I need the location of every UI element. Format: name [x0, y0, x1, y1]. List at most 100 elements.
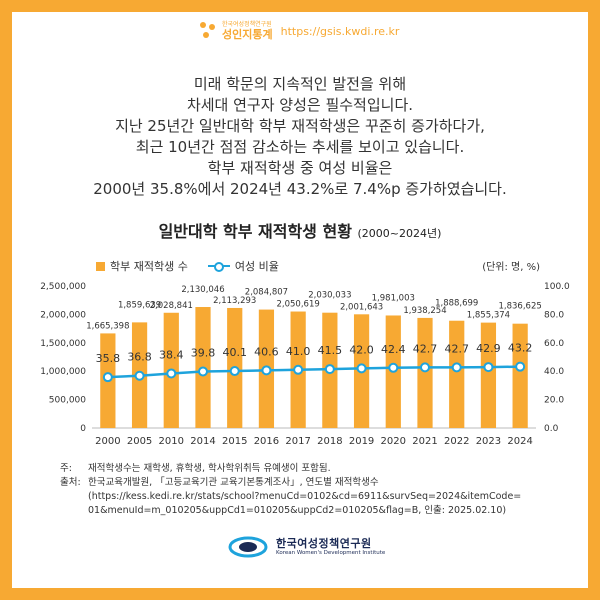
ratio-point — [388, 362, 399, 373]
ratio-value-label: 41.5 — [318, 344, 343, 357]
brand: 한국여성정책연구원 성인지통계 — [222, 21, 273, 41]
legend-bar-swatch — [96, 261, 105, 271]
ratio-value-label: 39.8 — [191, 346, 216, 359]
header: 한국여성정책연구원 성인지통계 https://gsis.kwdi.re.kr — [200, 16, 399, 46]
footer-org-en: Korean Women's Development Institute — [276, 550, 386, 557]
ratio-point — [293, 364, 304, 375]
chart-title-text: 일반대학 학부 재적학생 현황 — [158, 222, 352, 241]
ratio-point — [515, 361, 526, 372]
x-tick-label: 2005 — [127, 436, 152, 447]
bar-value-label: 2,113,293 — [213, 296, 256, 306]
legend-line-swatch — [207, 261, 230, 272]
legend-line-label: 여성 비율 — [234, 260, 279, 273]
chart-title-range: (2000~2024년) — [357, 227, 442, 240]
bar-value-label: 2,030,033 — [308, 291, 351, 301]
brand-name: 성인지통계 — [222, 28, 273, 41]
bar-value-label: 1,981,003 — [372, 293, 415, 303]
y-left-tick-label: 0 — [80, 424, 86, 434]
bar-value-label: 1,888,699 — [435, 299, 478, 309]
bar — [480, 322, 497, 428]
bar-value-label: 2,001,643 — [340, 302, 383, 312]
x-tick-label: 2017 — [285, 436, 310, 447]
intro-line: 지난 25년간 일반대학 학부 재적학생은 꾸준히 증가하다가, — [115, 117, 485, 135]
intro-line: 학부 재적학생 중 여성 비율은 — [207, 159, 393, 177]
kwdi-logo-icon — [228, 536, 268, 558]
ratio-value-label: 42.4 — [381, 343, 406, 356]
ratio-point — [198, 366, 208, 377]
bar — [417, 317, 433, 428]
ratio-value-label: 42.7 — [444, 342, 469, 355]
bar-value-label: 1,836,625 — [499, 302, 542, 312]
bar-value-label: 2,028,841 — [150, 301, 193, 311]
ratio-point — [483, 362, 494, 373]
ratio-value-label: 36.8 — [127, 351, 152, 364]
ratio-value-label: 42.7 — [413, 342, 438, 355]
intro-line: 미래 학문의 지속적인 발전을 위해 — [193, 75, 407, 93]
bar — [512, 323, 528, 428]
note-label: 주: — [60, 463, 72, 474]
chart-title: 일반대학 학부 재적학생 현황 (2000~2024년) — [0, 218, 600, 242]
ratio-point — [102, 372, 113, 383]
y-right-tick-label: 40.0 — [544, 367, 564, 377]
intro-line: 2000년 35.8%에서 2024년 43.2%로 7.4%p 증가하였습니다… — [93, 180, 507, 198]
legend-bar-label: 학부 재적학생 수 — [110, 260, 188, 273]
ratio-point — [420, 362, 430, 373]
brand-logo-icon — [200, 22, 218, 40]
bar-value-label: 2,130,046 — [181, 285, 224, 295]
footer: 한국여성정책연구원 Korean Women's Development Ins… — [228, 536, 385, 558]
brand-url[interactable]: https://gsis.kwdi.re.kr — [280, 24, 400, 38]
unit-label: (단위: 명, %) — [482, 262, 540, 273]
ratio-value-label: 42.9 — [476, 342, 501, 355]
y-left-tick-label: 1,000,000 — [40, 367, 86, 377]
brand-org: 한국여성정책연구원 — [222, 21, 272, 28]
y-right-tick-label: 100.0 — [544, 282, 570, 292]
ratio-point — [324, 364, 335, 375]
x-tick-label: 2022 — [444, 436, 469, 447]
ratio-value-label: 40.6 — [254, 345, 279, 358]
y-left-tick-label: 2,000,000 — [40, 310, 86, 320]
bar-value-label: 1,859,639 — [118, 300, 161, 310]
y-right-tick-label: 60.0 — [544, 339, 564, 349]
bar-value-label: 2,050,619 — [277, 300, 320, 310]
bar-value-label: 1,855,374 — [467, 311, 510, 321]
y-left-tick-label: 500,000 — [49, 396, 86, 406]
ratio-line — [107, 365, 521, 379]
x-tick-label: 2018 — [317, 436, 342, 447]
ratio-point — [166, 368, 177, 379]
x-tick-label: 2024 — [507, 436, 532, 447]
intro-line: 최근 10년간 점점 감소하는 추세를 보이고 있습니다. — [135, 138, 465, 156]
x-tick-label: 2000 — [95, 436, 120, 447]
ratio-value-label: 42.0 — [349, 343, 374, 356]
x-tick-label: 2021 — [412, 436, 437, 447]
chart-plot: 0 500,000 1,000,000 1,500,000 2,000,000 2,500… — [40, 282, 570, 447]
chart-legend: 학부 재적학생 수 여성 비율 — [96, 258, 279, 274]
ratio-point — [451, 362, 462, 373]
x-tick-label: 2020 — [381, 436, 406, 447]
ratio-value-label: 41.0 — [286, 345, 311, 358]
y-right-tick-label: 20.0 — [544, 396, 564, 406]
note-text: 재적학생수는 재학생, 휴학생, 학사학위취득 유예생이 포함됨. — [88, 463, 331, 474]
ratio-point — [261, 365, 272, 376]
bar-value-label: 1,665,398 — [86, 321, 129, 331]
ratio-value-label: 43.2 — [508, 342, 533, 355]
y-left-tick-label: 1,500,000 — [40, 339, 86, 349]
y-right-tick-label: 0.0 — [544, 424, 559, 434]
x-tick-label: 2016 — [254, 436, 279, 447]
x-tick-label: 2023 — [476, 436, 501, 447]
bar — [449, 320, 465, 428]
notes: 주: 재적학생수는 재학생, 휴학생, 학사학위취득 유예생이 포함됨. 출처:… — [60, 462, 560, 518]
intro-line: 차세대 연구자 양성은 필수적입니다. — [186, 96, 414, 114]
y-right-tick-label: 80.0 — [544, 310, 564, 320]
source-url-line2: 01&menuId=m_010205&uppCd1=010205&uppCd2=… — [88, 505, 507, 516]
ratio-point — [229, 366, 240, 377]
ratio-point — [134, 370, 145, 381]
y-left-tick-label: 2,500,000 — [40, 282, 86, 292]
x-tick-label: 2014 — [190, 436, 215, 447]
x-tick-label: 2010 — [159, 436, 184, 447]
ratio-point — [356, 363, 367, 374]
intro-text: 미래 학문의 지속적인 발전을 위해 차세대 연구자 양성은 필수적입니다. 지… — [0, 74, 600, 200]
bar-value-label: 1,938,254 — [403, 306, 446, 316]
footer-org-ko: 한국여성정책연구원 — [276, 536, 372, 550]
ratio-value-label: 35.8 — [96, 352, 121, 365]
infographic-card — [12, 12, 588, 588]
